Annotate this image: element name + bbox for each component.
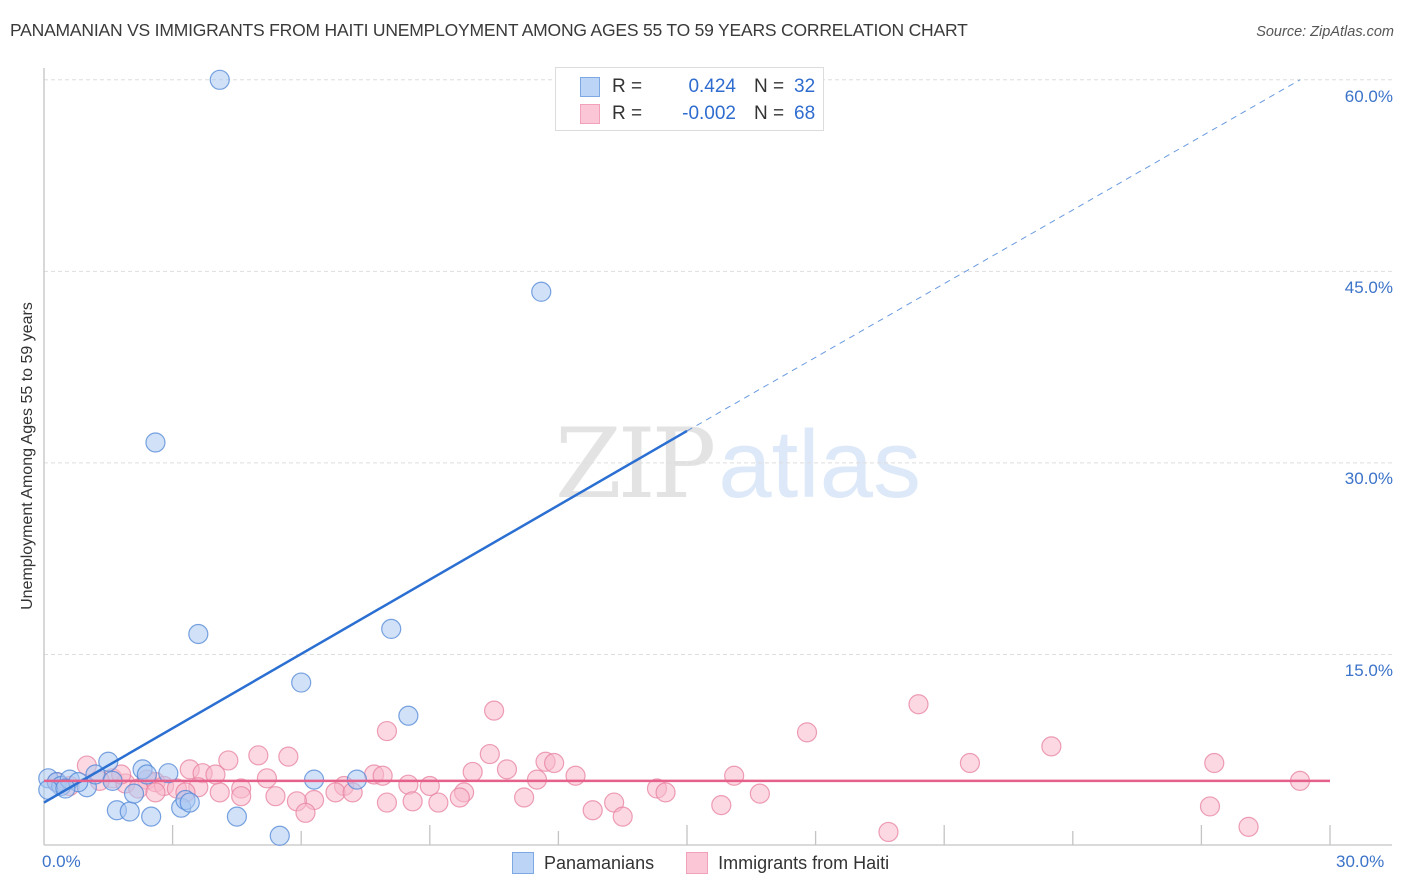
legend-item-haiti[interactable]: Immigrants from Haiti — [686, 852, 889, 874]
panamanian-trend-line — [43, 429, 688, 804]
data-point[interactable] — [479, 743, 500, 765]
data-point[interactable] — [724, 765, 745, 786]
data-point[interactable] — [141, 806, 162, 827]
x-tick-0: 0.0% — [42, 852, 81, 871]
legend-row-panamanians: R = 0.424 N = 32 — [580, 75, 815, 99]
data-point[interactable] — [908, 694, 929, 715]
n-value: 68 — [794, 103, 816, 124]
data-point[interactable] — [209, 782, 230, 803]
y-tick-15: 15.0% — [1344, 661, 1393, 680]
data-point[interactable] — [484, 700, 505, 721]
data-point[interactable] — [582, 800, 603, 821]
data-point[interactable] — [796, 722, 818, 743]
data-point[interactable] — [428, 792, 449, 813]
correlation-legend: R = 0.424 N = 32 R = -0.002 N = 68 — [555, 67, 824, 131]
data-point[interactable] — [145, 782, 166, 803]
legend-label: Immigrants from Haiti — [718, 852, 890, 873]
data-point[interactable] — [1041, 736, 1062, 757]
data-point[interactable] — [531, 281, 552, 302]
data-point[interactable] — [959, 752, 981, 774]
data-point[interactable] — [749, 783, 770, 804]
data-point[interactable] — [295, 802, 316, 823]
data-point[interactable] — [145, 432, 166, 453]
data-point[interactable] — [526, 769, 548, 790]
data-point[interactable] — [398, 705, 419, 726]
data-point[interactable] — [346, 769, 368, 790]
data-point[interactable] — [496, 759, 518, 780]
panamanian-trend-extension — [686, 79, 1301, 432]
chart-title: PANAMANIAN VS IMMIGRANTS FROM HAITI UNEM… — [10, 20, 968, 40]
y-tick-30: 30.0% — [1344, 469, 1393, 488]
data-point[interactable] — [398, 774, 419, 795]
data-point[interactable] — [372, 765, 393, 786]
r-value: 0.424 — [688, 76, 736, 97]
data-point[interactable] — [303, 769, 325, 790]
data-point[interactable] — [278, 746, 299, 767]
blue-swatch-icon — [580, 77, 600, 97]
data-point[interactable] — [179, 792, 200, 813]
data-point[interactable] — [544, 752, 565, 774]
data-point[interactable] — [514, 787, 535, 808]
data-point[interactable] — [119, 801, 140, 822]
data-point[interactable] — [209, 69, 230, 90]
data-point[interactable] — [226, 806, 247, 827]
data-point[interactable] — [1238, 816, 1259, 837]
y-tick-45: 45.0% — [1344, 278, 1393, 297]
data-point[interactable] — [419, 775, 440, 797]
x-tick-30: 30.0% — [1336, 852, 1385, 871]
n-value: 32 — [794, 76, 816, 97]
blue-swatch-icon — [512, 852, 534, 874]
data-point[interactable] — [265, 786, 286, 807]
pink-swatch-icon — [686, 852, 709, 874]
data-point[interactable] — [655, 782, 676, 803]
data-point[interactable] — [158, 763, 179, 784]
gridlines — [44, 79, 1392, 655]
data-point[interactable] — [269, 825, 290, 846]
data-point[interactable] — [136, 764, 157, 785]
data-point[interactable] — [98, 751, 119, 772]
data-point[interactable] — [291, 672, 312, 693]
data-point[interactable] — [711, 795, 732, 816]
data-point[interactable] — [462, 761, 483, 783]
series-legend: Panamanians Immigrants from Haiti — [512, 852, 921, 874]
data-point[interactable] — [123, 783, 145, 804]
data-point[interactable] — [565, 765, 586, 786]
source-label: Source: ZipAtlas.com — [1256, 24, 1394, 40]
y-axis-label: Unemployment Among Ages 55 to 59 years — [19, 302, 36, 610]
legend-label: Panamanians — [544, 852, 655, 873]
data-point[interactable] — [231, 786, 252, 807]
legend-row-haiti: R = -0.002 N = 68 — [580, 102, 815, 126]
axes — [43, 68, 1392, 846]
y-tick-60: 60.0% — [1344, 87, 1393, 106]
r-value: -0.002 — [682, 103, 736, 124]
data-point[interactable] — [188, 623, 209, 645]
n-label: N = — [754, 103, 785, 124]
data-point[interactable] — [878, 821, 899, 843]
data-point[interactable] — [325, 782, 346, 803]
data-point[interactable] — [376, 792, 398, 813]
legend-item-panamanians[interactable]: Panamanians — [512, 852, 654, 874]
panamanian-points — [38, 69, 552, 846]
data-point[interactable] — [402, 791, 423, 812]
data-point[interactable] — [248, 745, 269, 766]
r-label: R = — [612, 76, 643, 97]
data-point[interactable] — [449, 787, 470, 808]
n-label: N = — [754, 76, 785, 97]
data-point[interactable] — [1204, 752, 1225, 774]
data-point[interactable] — [1199, 796, 1221, 817]
data-point[interactable] — [381, 618, 402, 640]
data-point[interactable] — [376, 720, 398, 742]
data-point[interactable] — [256, 768, 278, 789]
r-label: R = — [612, 103, 643, 124]
pink-swatch-icon — [580, 104, 600, 124]
data-point[interactable] — [205, 764, 226, 785]
data-point[interactable] — [612, 806, 633, 827]
data-point[interactable] — [218, 750, 239, 771]
trend-lines — [43, 79, 1330, 804]
